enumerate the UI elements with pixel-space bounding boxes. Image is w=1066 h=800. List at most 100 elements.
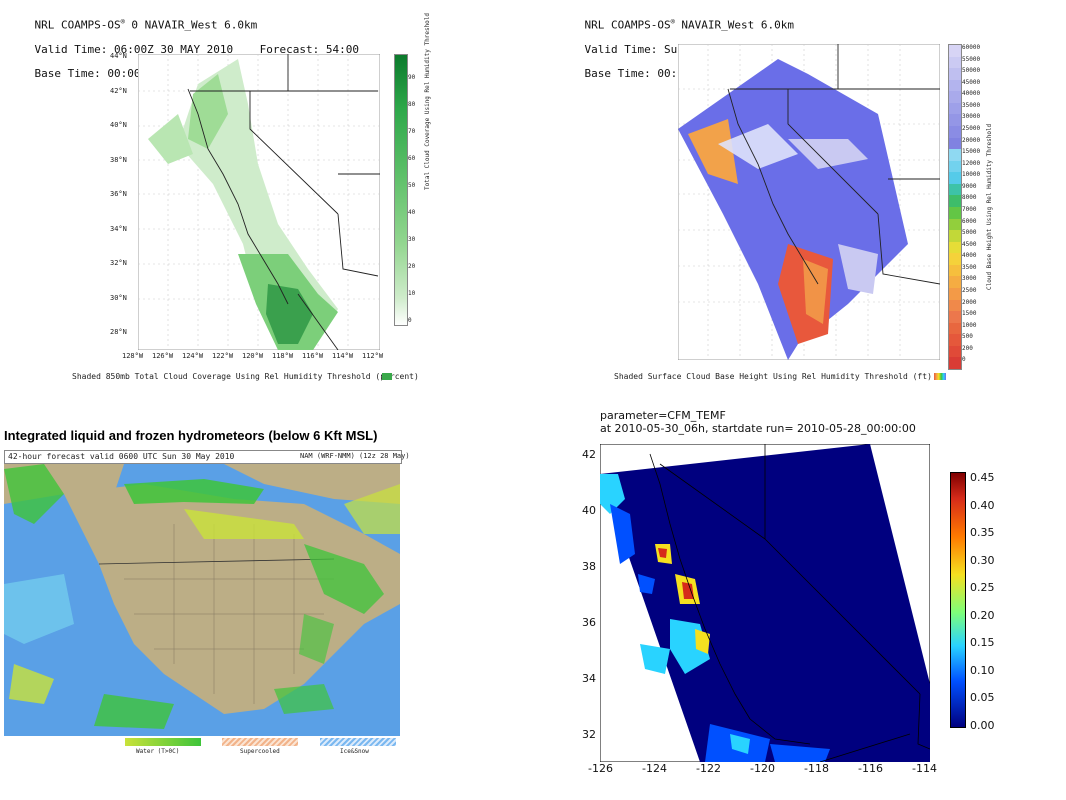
colorbar-tick: 40000 xyxy=(962,90,981,98)
legend-label: Ice&Snow xyxy=(340,748,369,755)
lon-label: 114°W xyxy=(332,352,354,360)
y-tick: 42 xyxy=(582,448,596,461)
colorbar-tick: 0 xyxy=(962,356,966,364)
lon-label: 126°W xyxy=(152,352,174,360)
y-tick: 36 xyxy=(582,616,596,629)
colorbar-segment xyxy=(949,126,961,138)
colorbar-segment xyxy=(949,230,961,242)
colorbar-tick: 60 xyxy=(408,155,416,162)
colorbar-segment xyxy=(949,241,961,254)
colorbar-tick: 7000 xyxy=(962,206,977,213)
colorbar-tick: 0.30 xyxy=(970,553,995,567)
header-title-rest: NAVAIR_West 6.0km xyxy=(674,18,795,32)
lat-label: 38°N xyxy=(110,155,127,164)
header-title-rest: 0 NAVAIR_West 6.0km xyxy=(124,18,258,32)
lon-label: 116°W xyxy=(302,352,324,360)
colorbar-segment xyxy=(949,137,961,150)
lat-label: 28°N xyxy=(110,328,127,336)
legend-supercooled-swatch xyxy=(222,738,298,746)
colorbar-segment xyxy=(949,288,961,300)
lon-label: 122°W xyxy=(212,352,234,360)
lon-label: 128°W xyxy=(122,352,144,360)
colorbar-segment xyxy=(949,160,961,173)
lon-label: 118°W xyxy=(272,352,294,360)
colorbar-tick: 15000 xyxy=(962,148,981,156)
colorbar-segment xyxy=(949,45,961,57)
title-line1: parameter=CFM_TEMF xyxy=(600,409,726,422)
lon-label: 112°W xyxy=(362,352,384,360)
map-caption: Shaded 850mb Total Cloud Coverage Using … xyxy=(72,372,419,381)
header-title: NRL COAMPS-OS xyxy=(34,18,121,32)
plot-title: parameter=CFM_TEMF at 2010-05-30_06h, st… xyxy=(600,409,916,435)
colorbar-segment xyxy=(949,218,961,231)
caption-swatch xyxy=(382,373,392,380)
lon-label: 120°W xyxy=(242,352,264,360)
panel-cfm-temf: parameter=CFM_TEMF at 2010-05-30_06h, st… xyxy=(560,400,1066,780)
registered-mark: ® xyxy=(670,18,675,26)
caption-swatch xyxy=(934,373,946,380)
colorbar-tick: 0.00 xyxy=(970,718,995,732)
colorbar-segment xyxy=(949,311,961,323)
colorbar-tick: 1000 xyxy=(962,321,977,329)
colorbar-segment xyxy=(949,183,961,196)
colorbar-tick: 8000 xyxy=(962,194,977,202)
panel-title: Integrated liquid and frozen hydrometeor… xyxy=(4,428,378,443)
legend-water-swatch xyxy=(125,738,201,746)
cloud-base-map xyxy=(678,44,940,360)
colorbar-segment xyxy=(949,299,961,312)
colorbar-tick: 4500 xyxy=(962,240,977,248)
map-caption: Shaded Surface Cloud Base Height Using R… xyxy=(614,372,932,381)
y-tick: 38 xyxy=(582,560,596,573)
colorbar-tick: 10 xyxy=(408,290,416,297)
colorbar-tick: 45000 xyxy=(962,78,981,86)
valid-time: Valid Time: 06:00Z 30 MAY 2010 Forecast:… xyxy=(34,42,360,56)
colorbar-segment xyxy=(949,276,961,288)
y-tick: 40 xyxy=(582,504,596,517)
colorbar-tick: 200 xyxy=(962,344,973,352)
colorbar-tick: 80 xyxy=(408,101,416,108)
colorbar-tick: 20000 xyxy=(962,136,981,144)
colorbar-segment xyxy=(949,195,961,207)
header: NRL COAMPS-OS® 0 NAVAIR_West 6.0km Valid… xyxy=(8,4,360,92)
colorbar-tick: 0.35 xyxy=(970,526,995,539)
colorbar-segment xyxy=(949,79,961,92)
lat-label: 42°N xyxy=(110,86,127,95)
lat-label: 36°N xyxy=(110,190,127,198)
colorbar-segment xyxy=(949,345,961,358)
colorbar-segment xyxy=(949,114,961,126)
colorbar-tick: 12000 xyxy=(962,159,981,167)
colorbar-tick: 90 xyxy=(408,74,416,81)
x-tick: -114 xyxy=(912,762,937,775)
colorbar-segment xyxy=(949,149,961,161)
north-america-map xyxy=(4,464,400,736)
x-tick: -120 xyxy=(750,762,775,775)
colorbar-segment xyxy=(949,322,961,335)
y-tick: 34 xyxy=(582,672,596,685)
colorbar-tick: 55000 xyxy=(962,55,981,63)
colorbar-tick: 0 xyxy=(408,317,412,324)
colorbar-title: Total Cloud Coverage Using Rel Humidity … xyxy=(424,12,431,190)
panel-cloud-coverage: NRL COAMPS-OS® 0 NAVAIR_West 6.0km Valid… xyxy=(0,0,530,390)
x-tick: -126 xyxy=(588,762,613,775)
colorbar-tick: 30 xyxy=(408,236,416,243)
lat-label: 44°N xyxy=(110,52,127,60)
colorbar-tick: 50000 xyxy=(962,67,981,75)
colorbar-tick: 30000 xyxy=(962,113,981,121)
colorbar-tick: 20 xyxy=(408,263,416,270)
cfm-temf-map xyxy=(600,444,930,762)
colorbar-tick: 0.20 xyxy=(970,608,995,622)
registered-mark: ® xyxy=(120,18,125,26)
colorbar-segment xyxy=(949,334,961,346)
lat-label: 30°N xyxy=(110,293,127,302)
colorbar-segment xyxy=(949,264,961,277)
colorbar-title: Cloud Base Height Using Rel Humidity Thr… xyxy=(986,123,993,290)
colorbar-tick: 500 xyxy=(962,333,973,341)
header-title: NRL COAMPS-OS xyxy=(584,18,671,32)
panel-cloud-base-height: NRL COAMPS-OS® NAVAIR_West 6.0km Valid T… xyxy=(530,0,1066,390)
x-tick: -124 xyxy=(642,762,667,775)
colorbar-segment xyxy=(949,172,961,184)
y-tick: 32 xyxy=(582,728,596,741)
panel-hydrometeors: Integrated liquid and frozen hydrometeor… xyxy=(0,420,420,780)
colorbar xyxy=(950,472,966,728)
colorbar-tick: 0.25 xyxy=(970,581,995,594)
